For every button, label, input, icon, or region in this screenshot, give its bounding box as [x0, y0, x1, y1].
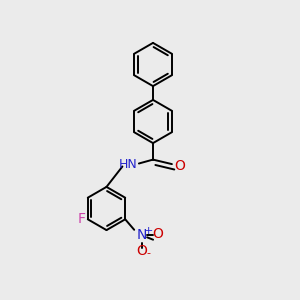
- Text: +: +: [144, 226, 153, 236]
- Text: F: F: [77, 212, 85, 226]
- Text: HN: HN: [118, 158, 137, 172]
- Text: O: O: [152, 227, 163, 241]
- Text: -: -: [146, 248, 150, 258]
- Text: O: O: [175, 160, 185, 173]
- Text: N: N: [136, 228, 147, 242]
- Text: O: O: [136, 244, 147, 258]
